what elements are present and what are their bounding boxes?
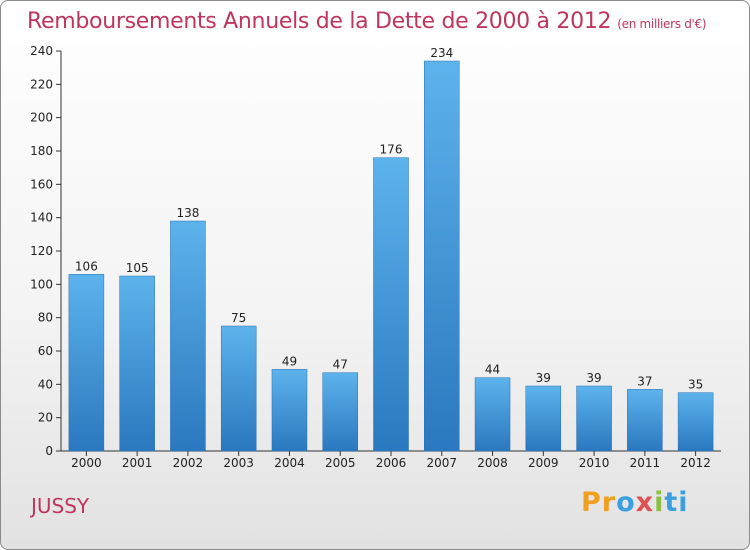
bar bbox=[627, 389, 663, 452]
bar bbox=[170, 220, 206, 452]
y-tick-label: 160 bbox=[30, 177, 53, 191]
bar-value-label: 234 bbox=[430, 46, 453, 60]
bar bbox=[271, 369, 308, 452]
bar-value-label: 37 bbox=[637, 374, 652, 388]
bar-value-label: 39 bbox=[536, 371, 551, 385]
bar bbox=[677, 392, 714, 452]
x-tick-label: 2002 bbox=[173, 456, 204, 470]
bar-value-label: 47 bbox=[333, 358, 348, 372]
bar bbox=[220, 325, 257, 452]
y-tick-label: 80 bbox=[38, 311, 53, 325]
x-tick-label: 2005 bbox=[325, 456, 356, 470]
y-tick-label: 120 bbox=[30, 244, 53, 258]
y-tick-label: 220 bbox=[30, 77, 53, 91]
proxiti-logo: Proxiti bbox=[581, 487, 689, 518]
chart-title-text: Remboursements Annuels de la Dette de 20… bbox=[27, 9, 612, 34]
x-tick-label: 2006 bbox=[376, 456, 407, 470]
chart-unit: (en milliers d'€) bbox=[617, 17, 707, 31]
bar bbox=[424, 60, 460, 452]
commune-name: JUSSY bbox=[31, 494, 90, 518]
x-tick-label: 2001 bbox=[122, 456, 153, 470]
bar bbox=[525, 385, 562, 452]
y-tick-label: 200 bbox=[30, 111, 53, 125]
bar-value-label: 44 bbox=[485, 363, 500, 377]
bar-value-label: 75 bbox=[231, 311, 246, 325]
x-tick-label: 2009 bbox=[528, 456, 559, 470]
y-tick-label: 60 bbox=[38, 344, 53, 358]
bar-value-label: 106 bbox=[75, 259, 98, 273]
bar bbox=[322, 372, 358, 452]
x-tick-label: 2004 bbox=[274, 456, 305, 470]
y-tick-label: 180 bbox=[30, 144, 53, 158]
bar-value-label: 49 bbox=[282, 354, 297, 368]
x-tick-label: 2007 bbox=[426, 456, 457, 470]
bar-value-label: 35 bbox=[688, 378, 703, 392]
bar-value-label: 138 bbox=[176, 206, 199, 220]
bar-value-label: 39 bbox=[586, 371, 601, 385]
x-tick-label: 2012 bbox=[680, 456, 711, 470]
bar bbox=[119, 275, 155, 452]
x-tick-label: 2003 bbox=[223, 456, 254, 470]
x-tick-label: 2011 bbox=[630, 456, 661, 470]
y-tick-label: 140 bbox=[30, 211, 53, 225]
bar bbox=[68, 274, 105, 452]
y-tick-label: 240 bbox=[30, 44, 53, 58]
bar bbox=[474, 377, 511, 452]
bar-value-label: 176 bbox=[380, 143, 403, 157]
bar-value-label: 105 bbox=[126, 261, 149, 275]
y-tick-label: 0 bbox=[45, 444, 53, 458]
chart-title: Remboursements Annuels de la Dette de 20… bbox=[27, 9, 707, 34]
y-tick-label: 100 bbox=[30, 277, 53, 291]
y-tick-label: 20 bbox=[38, 411, 53, 425]
x-tick-label: 2010 bbox=[579, 456, 610, 470]
x-tick-label: 2000 bbox=[71, 456, 102, 470]
bar bbox=[373, 157, 409, 452]
y-tick-label: 40 bbox=[38, 377, 53, 391]
x-tick-label: 2008 bbox=[477, 456, 508, 470]
bar bbox=[576, 385, 612, 452]
